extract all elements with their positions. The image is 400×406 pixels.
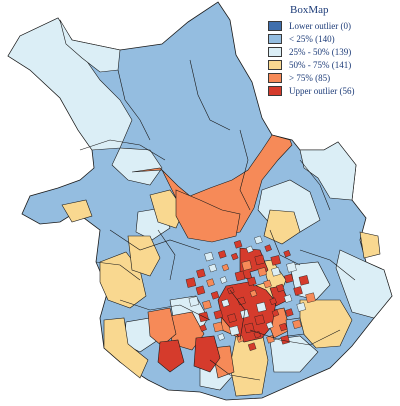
map-region	[175, 189, 241, 243]
map-region	[271, 309, 280, 317]
map-region	[213, 309, 224, 320]
map-region	[270, 255, 281, 266]
map-region	[285, 308, 294, 317]
map-region	[103, 317, 149, 379]
map-region	[217, 333, 225, 341]
map-region	[296, 302, 306, 312]
legend-swatch	[268, 59, 282, 70]
legend-label: > 75% (85)	[289, 72, 331, 83]
legend-item-lower-outlier: Lower outlier (0)	[268, 20, 396, 31]
map-region	[227, 313, 237, 323]
map-region	[204, 251, 214, 262]
legend-label: Lower outlier (0)	[289, 20, 351, 31]
map-region	[254, 235, 263, 245]
map-region	[292, 319, 302, 329]
legend-swatch	[268, 46, 282, 57]
map-region	[208, 263, 218, 273]
map-region	[245, 245, 254, 254]
map-region	[298, 275, 310, 286]
district-borders	[79, 59, 356, 381]
map-region	[276, 283, 285, 293]
map-region	[256, 301, 267, 313]
map-region	[247, 342, 257, 351]
map-region	[263, 209, 301, 245]
map-region	[218, 250, 227, 259]
map-region	[111, 147, 163, 186]
map-region	[293, 286, 303, 296]
legend-title: BoxMap	[290, 4, 329, 16]
map-region	[7, 17, 133, 151]
map-region	[359, 231, 381, 259]
map-region	[195, 285, 206, 296]
map-region	[229, 325, 240, 336]
map-region	[206, 278, 215, 287]
map-region	[196, 268, 206, 279]
legend-label: 50% - 75% (141)	[289, 59, 352, 70]
map-region	[286, 262, 297, 273]
map-region	[147, 307, 177, 347]
map-region	[247, 276, 257, 287]
legend-swatch	[268, 72, 282, 83]
map-region	[305, 292, 316, 303]
legend-swatch	[268, 85, 282, 96]
map-region	[280, 335, 290, 345]
map-region	[221, 298, 230, 308]
legend-item-above-75: > 75% (85)	[268, 72, 396, 83]
map-region	[185, 277, 197, 288]
map-region	[283, 294, 293, 303]
map-region	[212, 321, 224, 333]
map-region	[61, 199, 93, 223]
map-region	[269, 297, 277, 306]
map-region	[241, 260, 252, 271]
map-region	[265, 321, 274, 330]
map-region	[219, 276, 228, 284]
legend-item-25-50: 25% - 50% (139)	[268, 46, 396, 57]
map-region	[264, 244, 272, 252]
map-region	[202, 300, 212, 310]
map-region	[229, 331, 269, 397]
map-region	[210, 291, 220, 300]
legend-label: Upper outlier (56)	[289, 85, 355, 96]
map-region	[299, 141, 357, 201]
legend-swatch	[268, 33, 282, 44]
map-region	[199, 324, 207, 332]
map-region	[254, 314, 265, 326]
map-region	[279, 322, 288, 332]
legend-swatch	[268, 20, 282, 31]
legend-label: 25% - 50% (139)	[289, 46, 352, 57]
legend: BoxMap Lower outlier (0) < 25% (140) 25%…	[268, 4, 396, 98]
map-region	[221, 263, 230, 272]
legend-item-below-25: < 25% (140)	[268, 33, 396, 44]
map-regions	[7, 17, 393, 397]
map-region	[257, 267, 267, 277]
map-region	[234, 270, 246, 282]
map-region	[269, 335, 319, 373]
map-region	[263, 279, 272, 289]
map-region	[284, 273, 294, 284]
map-region	[157, 339, 185, 373]
legend-item-upper-outlier: Upper outlier (56)	[268, 85, 396, 96]
map-region	[188, 296, 200, 307]
map-region	[283, 249, 291, 258]
map-region	[193, 335, 221, 373]
map-region	[271, 267, 281, 277]
map-region	[230, 252, 239, 261]
legend-label: < 25% (140)	[289, 33, 335, 44]
map-region	[249, 289, 258, 298]
map-region	[254, 254, 266, 266]
map-region	[227, 286, 235, 295]
map-region	[244, 322, 255, 334]
map-region	[59, 19, 121, 73]
map-region	[335, 249, 393, 319]
legend-item-50-75: 50% - 75% (141)	[268, 59, 396, 70]
map-region	[233, 240, 243, 249]
